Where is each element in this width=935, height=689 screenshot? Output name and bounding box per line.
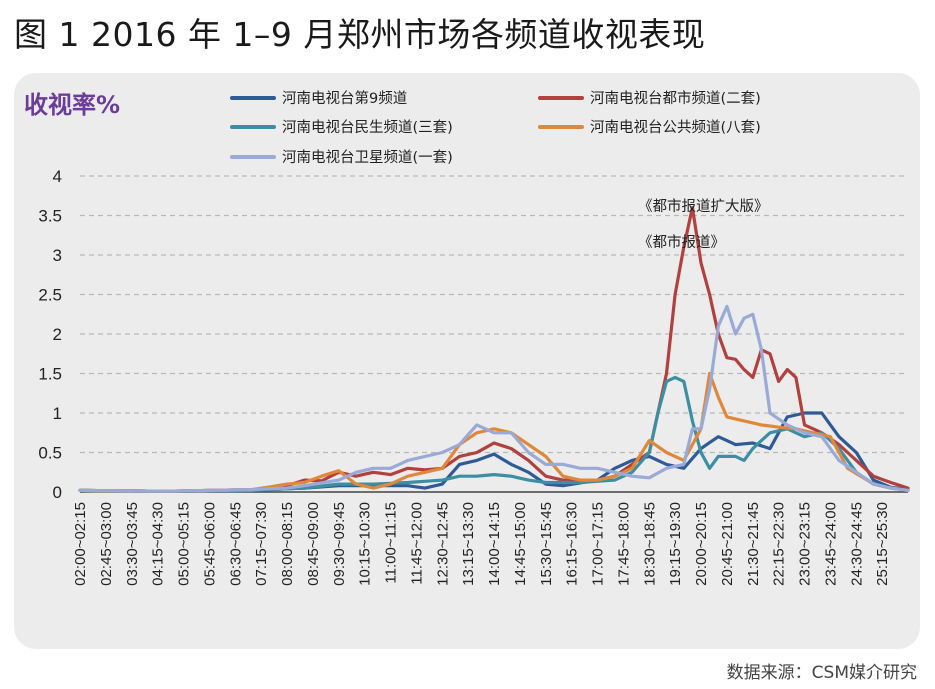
series-line (78, 304, 910, 493)
legend-label: 河南电视台第9频道 (282, 89, 407, 107)
x-tick-label: 08:00~08:15 (279, 502, 296, 586)
grid (80, 175, 908, 454)
x-tick-label: 18:30~18:45 (641, 502, 658, 586)
legend-label: 河南电视台卫星频道(一套) (282, 149, 453, 166)
series-line (78, 206, 910, 493)
legend-label: 河南电视台都市频道(二套) (590, 90, 761, 107)
y-tick-label: 0.5 (38, 444, 62, 463)
x-tick-label: 15:30~15:45 (538, 502, 555, 586)
x-tick-label: 16:15~16:30 (564, 502, 581, 586)
y-tick-label: 3.5 (38, 207, 62, 226)
y-tick-label: 1.5 (38, 365, 62, 384)
figure-title: 图 1 2016 年 1–9 月郑州市场各频道收视表现 (14, 15, 706, 54)
x-tick-label: 09:30~09:45 (331, 502, 348, 586)
legend-label: 河南电视台公共频道(八套) (590, 119, 761, 136)
legend-label: 河南电视台民生频道(三套) (282, 119, 453, 136)
x-tick-label: 21:30~21:45 (745, 502, 762, 586)
y-axis-label: 收视率% (24, 91, 120, 119)
x-tick-label: 02:00~02:15 (72, 502, 89, 586)
x-tick-label: 24:30~24:45 (848, 502, 865, 586)
x-tick-label: 13:15~13:30 (460, 502, 477, 586)
series-lines (78, 206, 910, 493)
y-tick-label: 3 (53, 246, 62, 265)
x-tick-label: 25:15~25:30 (874, 502, 891, 586)
x-tick-label: 08:45~09:00 (305, 502, 322, 586)
y-tick-label: 4 (53, 167, 62, 186)
y-axis-ticks: 0 0.5 1 1.5 2 2.5 3 3.5 4 (38, 167, 62, 502)
x-tick-label: 02:45~03:00 (98, 502, 115, 586)
x-tick-label: 12:30~12:45 (434, 502, 451, 586)
x-tick-label: 11:00~11:15 (383, 502, 400, 584)
x-tick-label: 23:00~23:15 (797, 502, 814, 586)
x-tick-label: 14:00~14:15 (486, 502, 503, 586)
x-tick-label: 22:15~22:30 (771, 502, 788, 586)
y-tick-label: 2.5 (38, 286, 62, 305)
x-tick-label: 19:15~19:30 (667, 502, 684, 586)
x-tick-label: 20:00~20:15 (693, 502, 710, 586)
x-tick-label: 07:15~07:30 (253, 502, 270, 586)
x-tick-label: 06:30~06:45 (227, 502, 244, 586)
x-tick-label: 11:45~12:00 (408, 502, 425, 585)
y-tick-label: 0 (53, 483, 62, 502)
annotations: 《都市报道扩大版》《都市报道》 (638, 198, 769, 251)
x-tick-label: 10:15~10:30 (357, 502, 374, 586)
x-tick-label: 04:15~04:30 (150, 502, 167, 586)
chart-annotation: 《都市报道扩大版》 (638, 198, 769, 215)
x-tick-label: 20:45~21:00 (719, 502, 736, 586)
chart-panel (14, 73, 920, 649)
x-tick-label: 14:45~15:00 (512, 502, 529, 586)
y-tick-label: 2 (53, 325, 62, 344)
x-tick-label: 17:00~17:15 (590, 502, 607, 586)
source-note: 数据来源：CSM媒介研究 (726, 663, 917, 683)
x-tick-label: 03:30~03:45 (124, 502, 141, 586)
x-tick-label: 05:00~05:15 (176, 502, 193, 586)
chart-annotation: 《都市报道》 (638, 234, 725, 251)
x-tick-label: 17:45~18:00 (615, 502, 632, 586)
x-tick-label: 23:45~24:00 (822, 502, 839, 586)
x-tick-label: 05:45~06:00 (201, 502, 218, 586)
legend: 河南电视台第9频道 河南电视台都市频道(二套) 河南电视台民生频道(三套) 河南电视台… (230, 89, 761, 166)
x-axis-ticks: 02:00~02:15 02:45~03:00 03:30~03:45 04:15~0… (72, 502, 891, 586)
y-tick-label: 1 (53, 404, 62, 423)
